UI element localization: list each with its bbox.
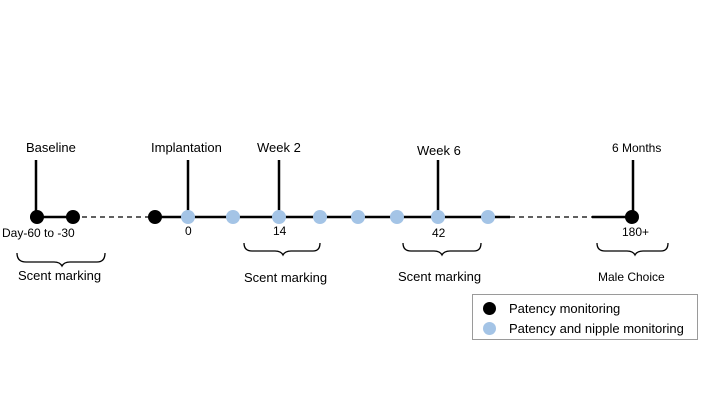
nipple-dot xyxy=(481,210,495,224)
week6-label: Week 6 xyxy=(417,143,461,158)
patency-dot xyxy=(66,210,80,224)
bracket-scent-1 xyxy=(16,252,106,268)
baseline-label: Baseline xyxy=(26,140,76,155)
patency-dot xyxy=(148,210,162,224)
scent-marking-label-1: Scent marking xyxy=(18,268,101,283)
tick-180-label: 180+ xyxy=(622,225,649,239)
week2-label: Week 2 xyxy=(257,140,301,155)
male-choice-label: Male Choice xyxy=(598,270,665,284)
bracket-scent-3 xyxy=(402,242,482,257)
patency-dot xyxy=(625,210,639,224)
tick-14-label: 14 xyxy=(273,224,287,238)
bracket-male-choice xyxy=(596,242,669,257)
nipple-dot xyxy=(351,210,365,224)
patency-dot xyxy=(30,210,44,224)
implantation-label: Implantation xyxy=(151,140,222,155)
legend-label-patency: Patency monitoring xyxy=(509,300,621,316)
six-months-label: 6 Months xyxy=(612,141,661,155)
legend: Patency monitoring Patency and nipple mo… xyxy=(472,294,698,340)
tick-0-label: 0 xyxy=(185,224,192,238)
scent-marking-label-2: Scent marking xyxy=(244,270,327,285)
patency-dot-icon xyxy=(483,301,496,315)
nipple-dot xyxy=(226,210,240,224)
nipple-dot xyxy=(181,210,195,224)
legend-item-nipple: Patency and nipple monitoring xyxy=(483,319,684,337)
bracket-scent-2 xyxy=(243,242,321,257)
nipple-dot xyxy=(431,210,445,224)
nipple-dot xyxy=(390,210,404,224)
nipple-dot-icon xyxy=(483,321,496,335)
legend-label-nipple: Patency and nipple monitoring xyxy=(509,320,684,336)
day-range-label: Day-60 to -30 xyxy=(2,226,75,240)
tick-42-label: 42 xyxy=(432,226,446,240)
nipple-dot xyxy=(313,210,327,224)
legend-item-patency: Patency monitoring xyxy=(483,299,620,317)
scent-marking-label-3: Scent marking xyxy=(398,269,481,284)
nipple-dot xyxy=(272,210,286,224)
